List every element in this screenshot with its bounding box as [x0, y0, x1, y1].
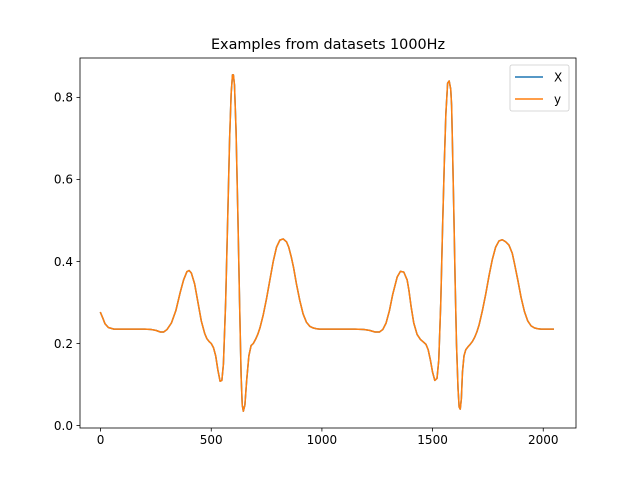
y-tick-label: 0.8 — [54, 91, 73, 105]
x-tick-label: 1500 — [417, 433, 448, 447]
x-tick-label: 1000 — [307, 433, 338, 447]
y-tick-label: 0.6 — [54, 173, 73, 187]
x-tick-label: 0 — [97, 433, 105, 447]
y-axis-ticks: 0.0 0.2 0.4 0.6 0.8 — [54, 91, 80, 433]
axes-frame — [79, 57, 577, 429]
y-tick-label: 0.2 — [54, 337, 73, 351]
chart-title: Examples from datasets 1000Hz — [211, 37, 445, 53]
legend-label-x: X — [554, 71, 562, 85]
plot-area — [99, 74, 554, 412]
legend: Xy — [509, 64, 570, 112]
x-tick-label: 500 — [200, 433, 223, 447]
x-tick-label: 2000 — [528, 433, 559, 447]
y-tick-label: 0.4 — [54, 255, 73, 269]
legend-label-y: y — [554, 93, 561, 107]
series-line-y — [99, 74, 554, 412]
y-tick-label: 0.0 — [54, 419, 73, 433]
x-axis-ticks: 0 500 1000 1500 2000 — [97, 428, 559, 447]
